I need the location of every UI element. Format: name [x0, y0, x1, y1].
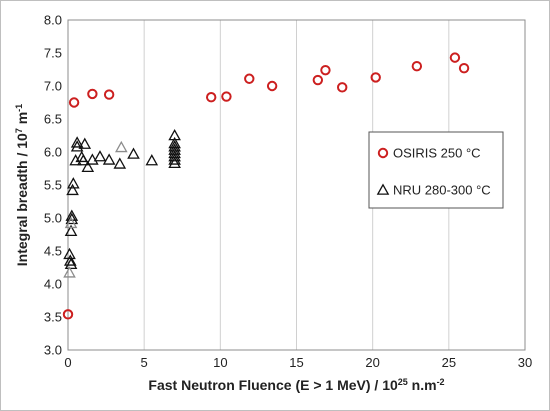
nru-point-grey [63, 266, 76, 278]
nru-point [63, 247, 76, 260]
y-tick-label: 5.5 [44, 178, 62, 193]
nru-point [168, 153, 181, 165]
osiris-point [411, 60, 423, 72]
osiris-point [103, 89, 115, 100]
legend-marker [377, 147, 389, 159]
x-tick-label: 30 [518, 355, 532, 370]
legend-box [368, 131, 504, 209]
osiris-point [449, 52, 461, 63]
nru-point [168, 150, 181, 162]
y-tick-label: 7.5 [44, 46, 62, 61]
osiris-point [221, 91, 232, 102]
nru-point [102, 153, 116, 165]
x-tick-label: 10 [213, 355, 227, 370]
nru-point [64, 224, 78, 237]
nru-point [76, 154, 90, 166]
osiris-point [87, 88, 98, 100]
nru-point [168, 156, 181, 169]
x-tick-label: 15 [289, 355, 303, 370]
tick-labels: 0 5 10 15 20 25 30 3.0 3.5 4.0 4.5 5.0 5.5 6.0 6.5 7.0 7… [44, 13, 532, 371]
nru-point [78, 137, 92, 149]
nru-point [81, 160, 95, 172]
x-tick-label: 0 [64, 355, 71, 370]
y-tick-label: 4.0 [44, 277, 62, 292]
osiris-point [62, 309, 74, 320]
legend-label: NRU 280-300 °C [393, 183, 491, 198]
x-axis-title: Fast Neutron Fluence (E > 1 MeV) / 1025 … [148, 377, 444, 393]
y-tick-label: 6.5 [44, 112, 62, 127]
nru-point [66, 183, 79, 196]
y-tick-label: 4.5 [44, 244, 62, 259]
osiris-point [244, 73, 255, 84]
x-tick-label: 25 [442, 355, 456, 370]
nru-point [168, 143, 181, 155]
plot-area-border [67, 19, 526, 351]
nru-point [70, 140, 84, 152]
nru-point [64, 257, 78, 270]
nru-point-grey [115, 140, 128, 153]
nru-point [70, 136, 84, 148]
y-tick-label: 3.0 [44, 343, 62, 358]
osiris-point [458, 62, 470, 74]
legend-items: OSIRIS 250 °C NRU 280-300 °C [376, 146, 491, 198]
nru-point [113, 157, 127, 169]
y-tick-label: 8.0 [44, 13, 62, 28]
nru-point [69, 154, 82, 166]
y-tick-label: 7.0 [44, 79, 62, 94]
osiris-point [312, 74, 324, 86]
data-points [62, 52, 470, 320]
nru-point [168, 140, 181, 152]
y-axis-title: Integral breadth / 107 m-1 [14, 104, 30, 266]
nru-point [65, 212, 79, 225]
osiris-point [337, 82, 348, 93]
y-tick-label: 3.5 [44, 310, 62, 325]
osiris-point [370, 72, 381, 83]
nru-point [127, 147, 140, 159]
legend-marker [376, 183, 390, 195]
nru-point [145, 154, 159, 166]
nru-point-grey [64, 216, 78, 229]
y-tick-label: 6.0 [44, 145, 62, 160]
nru-point [93, 150, 107, 162]
legend-label: OSIRIS 250 °C [393, 146, 481, 161]
osiris-point [68, 97, 80, 108]
nru-point [67, 177, 80, 189]
nru-point [168, 136, 181, 149]
nru-point [63, 254, 77, 266]
osiris-point [266, 80, 278, 92]
legend: OSIRIS 250 °C NRU 280-300 °C [368, 131, 504, 209]
x-tick-label: 5 [141, 355, 148, 370]
osiris-point [205, 92, 217, 103]
osiris-point [320, 64, 331, 76]
y-tick-label: 5.0 [44, 211, 62, 226]
x-tick-label: 20 [365, 355, 379, 370]
nru-point [168, 128, 181, 141]
nru-point [168, 146, 181, 159]
